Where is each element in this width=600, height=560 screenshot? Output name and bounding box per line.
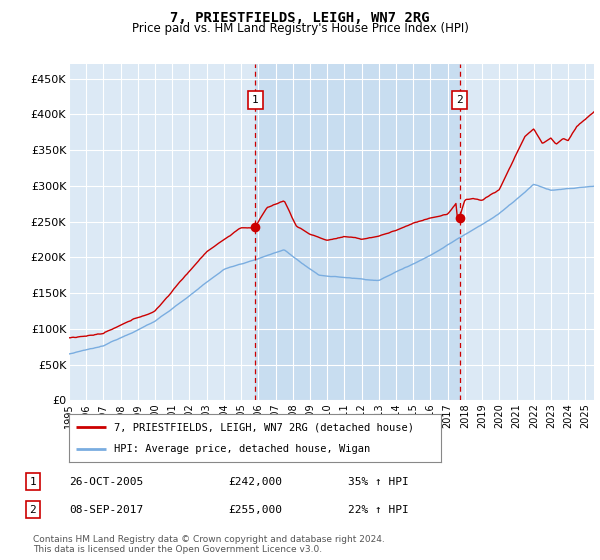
Text: £242,000: £242,000 (228, 477, 282, 487)
Text: 1: 1 (252, 95, 259, 105)
Text: 22% ↑ HPI: 22% ↑ HPI (348, 505, 409, 515)
Text: 2: 2 (456, 95, 463, 105)
Text: £255,000: £255,000 (228, 505, 282, 515)
Text: HPI: Average price, detached house, Wigan: HPI: Average price, detached house, Wiga… (113, 444, 370, 454)
Text: 35% ↑ HPI: 35% ↑ HPI (348, 477, 409, 487)
Text: Price paid vs. HM Land Registry's House Price Index (HPI): Price paid vs. HM Land Registry's House … (131, 22, 469, 35)
Bar (255, 64, 460, 400)
Text: 7, PRIESTFIELDS, LEIGH, WN7 2RG: 7, PRIESTFIELDS, LEIGH, WN7 2RG (170, 11, 430, 25)
Text: 08-SEP-2017: 08-SEP-2017 (69, 505, 143, 515)
Text: Contains HM Land Registry data © Crown copyright and database right 2024.
This d: Contains HM Land Registry data © Crown c… (33, 535, 385, 554)
Text: 2: 2 (29, 505, 37, 515)
Text: 26-OCT-2005: 26-OCT-2005 (69, 477, 143, 487)
Text: 7, PRIESTFIELDS, LEIGH, WN7 2RG (detached house): 7, PRIESTFIELDS, LEIGH, WN7 2RG (detache… (113, 422, 413, 432)
Text: 1: 1 (29, 477, 37, 487)
